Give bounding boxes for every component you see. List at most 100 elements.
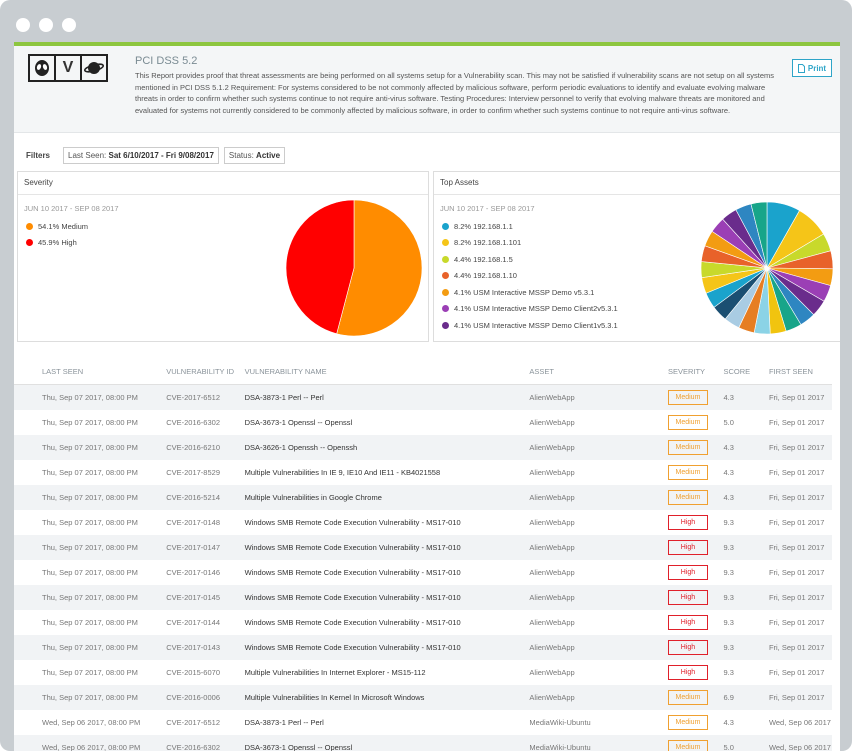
cell-last-seen: Thu, Sep 07 2017, 08:00 PM bbox=[14, 435, 166, 460]
table-row[interactable]: Thu, Sep 07 2017, 08:00 PM CVE-2017-8529 M… bbox=[14, 460, 832, 485]
cell-first-seen: Fri, Sep 01 2017 bbox=[768, 668, 825, 677]
cell-severity: High bbox=[667, 560, 723, 585]
severity-badge: Medium bbox=[667, 440, 708, 455]
legend-item[interactable]: 4.1% USM Interactive MSSP Demo Client2v5… bbox=[442, 301, 618, 318]
cell-asset: AlienWebApp bbox=[529, 668, 575, 677]
cell-first-seen: Fri, Sep 01 2017 bbox=[768, 518, 825, 527]
column-header[interactable]: VULNERABILITY ID bbox=[165, 358, 244, 385]
severity-badge: High bbox=[667, 615, 708, 630]
cell-severity: Medium bbox=[667, 460, 723, 485]
column-header[interactable]: SEVERITY bbox=[666, 358, 723, 385]
cell-asset: AlienWebApp bbox=[528, 585, 667, 610]
cell-last-seen: Thu, Sep 07 2017, 08:00 PM bbox=[14, 585, 166, 610]
report-description: This Report provides proof that threat a… bbox=[135, 71, 775, 115]
cell-vulnerability-name: Windows SMB Remote Code Execution Vulner… bbox=[243, 535, 529, 560]
filter-chip-status[interactable]: Status: Active bbox=[223, 147, 286, 164]
window-dot-minimize[interactable] bbox=[39, 18, 53, 32]
table-row[interactable]: Thu, Sep 07 2017, 08:00 PM CVE-2017-0147 W… bbox=[14, 535, 832, 560]
cell-asset: MediaWiki-Ubuntu bbox=[528, 735, 667, 751]
filter-chip-last-seen[interactable]: Last Seen: Sat 6/10/2017 - Fri 9/08/2017 bbox=[63, 147, 219, 164]
column-header[interactable]: VULNERABILITY NAME bbox=[243, 358, 529, 385]
cell-vulnerability-name: Windows SMB Remote Code Execution Vulner… bbox=[244, 568, 461, 577]
cell-score: 9.3 bbox=[723, 518, 734, 527]
cell-first-seen: Fri, Sep 01 2017 bbox=[767, 585, 832, 610]
window-dot-close[interactable] bbox=[16, 18, 30, 32]
table-row[interactable]: Thu, Sep 07 2017, 08:00 PM CVE-2017-0144 W… bbox=[14, 610, 832, 635]
cell-score: 4.3 bbox=[722, 384, 768, 410]
table-row[interactable]: Thu, Sep 07 2017, 08:00 PM CVE-2017-0146 W… bbox=[14, 560, 832, 585]
print-label: Print bbox=[807, 63, 827, 73]
cell-vulnerability-id: CVE-2016-6302 bbox=[165, 735, 244, 751]
table-row[interactable]: Thu, Sep 07 2017, 08:00 PM CVE-2016-6210 D… bbox=[14, 435, 832, 460]
pie-slice[interactable] bbox=[750, 201, 768, 269]
legend-item[interactable]: 8.2% 192.168.1.101 bbox=[442, 235, 618, 252]
cell-last-seen: Thu, Sep 07 2017, 08:00 PM bbox=[42, 418, 138, 427]
cell-first-seen: Fri, Sep 01 2017 bbox=[767, 435, 832, 460]
top-assets-pie-chart[interactable] bbox=[699, 200, 839, 340]
legend-label: 4.4% 192.168.1.10 bbox=[454, 271, 517, 281]
print-button[interactable]: Print bbox=[792, 59, 832, 77]
table-row[interactable]: Wed, Sep 06 2017, 08:00 PM CVE-2016-6302 D… bbox=[14, 735, 832, 751]
table-row[interactable]: Thu, Sep 07 2017, 08:00 PM CVE-2016-0006 M… bbox=[14, 685, 832, 710]
cell-last-seen: Thu, Sep 07 2017, 08:00 PM bbox=[14, 485, 166, 510]
cell-score: 4.3 bbox=[722, 485, 768, 510]
legend-label: 4.1% USM Interactive MSSP Demo Client2v5… bbox=[454, 304, 618, 314]
table-row[interactable]: Thu, Sep 07 2017, 08:00 PM CVE-2017-0143 W… bbox=[14, 635, 832, 660]
cell-score: 9.3 bbox=[723, 568, 734, 577]
severity-badge: Medium bbox=[667, 690, 708, 705]
severity-panel: Severity JUN 10 2017 - SEP 08 2017 54.1%… bbox=[17, 171, 429, 342]
legend-swatch bbox=[442, 272, 449, 280]
legend-item[interactable]: 4.4% 192.168.1.5 bbox=[442, 251, 618, 268]
cell-vulnerability-name: DSA-3673-1 Openssl -- Openssl bbox=[243, 735, 529, 751]
table-row[interactable]: Thu, Sep 07 2017, 08:00 PM CVE-2015-6070 M… bbox=[14, 660, 832, 685]
cell-severity: Medium bbox=[666, 485, 723, 510]
cell-score: 4.3 bbox=[723, 718, 734, 727]
legend-item[interactable]: 45.9% High bbox=[26, 235, 88, 252]
table-row[interactable]: Thu, Sep 07 2017, 08:00 PM CVE-2017-6512 D… bbox=[14, 384, 832, 410]
legend-item[interactable]: 4.4% 192.168.1.10 bbox=[442, 268, 618, 285]
cell-asset: AlienWebApp bbox=[529, 518, 575, 527]
table-header-row: LAST SEEN VULNERABILITY ID VULNERABILITY… bbox=[14, 358, 832, 385]
cell-first-seen: Fri, Sep 01 2017 bbox=[767, 384, 832, 410]
column-header[interactable]: ASSET bbox=[528, 358, 667, 385]
legend-item[interactable]: 8.2% 192.168.1.1 bbox=[442, 218, 618, 235]
alienvault-logo: V bbox=[28, 54, 108, 82]
cell-score: 9.3 bbox=[723, 618, 734, 627]
cell-score: 9.3 bbox=[722, 535, 768, 560]
severity-badge: High bbox=[667, 640, 708, 655]
cell-vulnerability-id: CVE-2016-0006 bbox=[165, 685, 244, 710]
legend-swatch bbox=[442, 255, 449, 263]
legend-swatch bbox=[442, 305, 449, 313]
column-header[interactable]: SCORE bbox=[722, 358, 768, 385]
legend-item[interactable]: 4.1% USM Interactive MSSP Demo v5.3.1 bbox=[442, 284, 618, 301]
cell-vulnerability-name: Multiple Vulnerabilities In Kernel In Mi… bbox=[243, 685, 529, 710]
pie-slice[interactable] bbox=[286, 200, 355, 335]
cell-score: 4.3 bbox=[722, 435, 768, 460]
column-header[interactable]: LAST SEEN bbox=[14, 358, 166, 385]
severity-pie-chart[interactable] bbox=[286, 200, 426, 340]
table-row[interactable]: Wed, Sep 06 2017, 08:00 PM CVE-2017-6512 D… bbox=[14, 710, 832, 735]
table-row[interactable]: Thu, Sep 07 2017, 08:00 PM CVE-2016-6302 D… bbox=[14, 410, 832, 435]
table-row[interactable]: Thu, Sep 07 2017, 08:00 PM CVE-2017-0145 W… bbox=[14, 585, 832, 610]
cell-score: 9.3 bbox=[723, 668, 734, 677]
cell-vulnerability-name: DSA-3626-1 Openssh -- Openssh bbox=[243, 435, 529, 460]
cell-vulnerability-name: Windows SMB Remote Code Execution Vulner… bbox=[244, 618, 461, 627]
legend-item[interactable]: 54.1% Medium bbox=[26, 218, 88, 235]
cell-first-seen: Fri, Sep 01 2017 bbox=[768, 418, 825, 427]
cell-last-seen: Thu, Sep 07 2017, 08:00 PM bbox=[42, 468, 138, 477]
table-row[interactable]: Thu, Sep 07 2017, 08:00 PM CVE-2016-5214 M… bbox=[14, 485, 832, 510]
window-dot-maximize[interactable] bbox=[62, 18, 76, 32]
window-controls bbox=[16, 18, 76, 32]
pie-slice[interactable] bbox=[336, 200, 423, 337]
severity-badge: High bbox=[667, 515, 708, 530]
cell-vulnerability-name: Windows SMB Remote Code Execution Vulner… bbox=[243, 585, 529, 610]
severity-badge: High bbox=[667, 565, 708, 580]
cell-vulnerability-id: CVE-2017-6512 bbox=[166, 718, 220, 727]
cell-asset: AlienWebApp bbox=[528, 635, 667, 660]
legend-item[interactable]: 4.1% USM Interactive MSSP Demo Client1v5… bbox=[442, 317, 618, 334]
column-header[interactable]: FIRST SEEN bbox=[767, 358, 832, 385]
cell-first-seen: Fri, Sep 01 2017 bbox=[767, 535, 832, 560]
legend-label: 8.2% 192.168.1.1 bbox=[454, 221, 513, 231]
table-row[interactable]: Thu, Sep 07 2017, 08:00 PM CVE-2017-0148 W… bbox=[14, 510, 832, 535]
